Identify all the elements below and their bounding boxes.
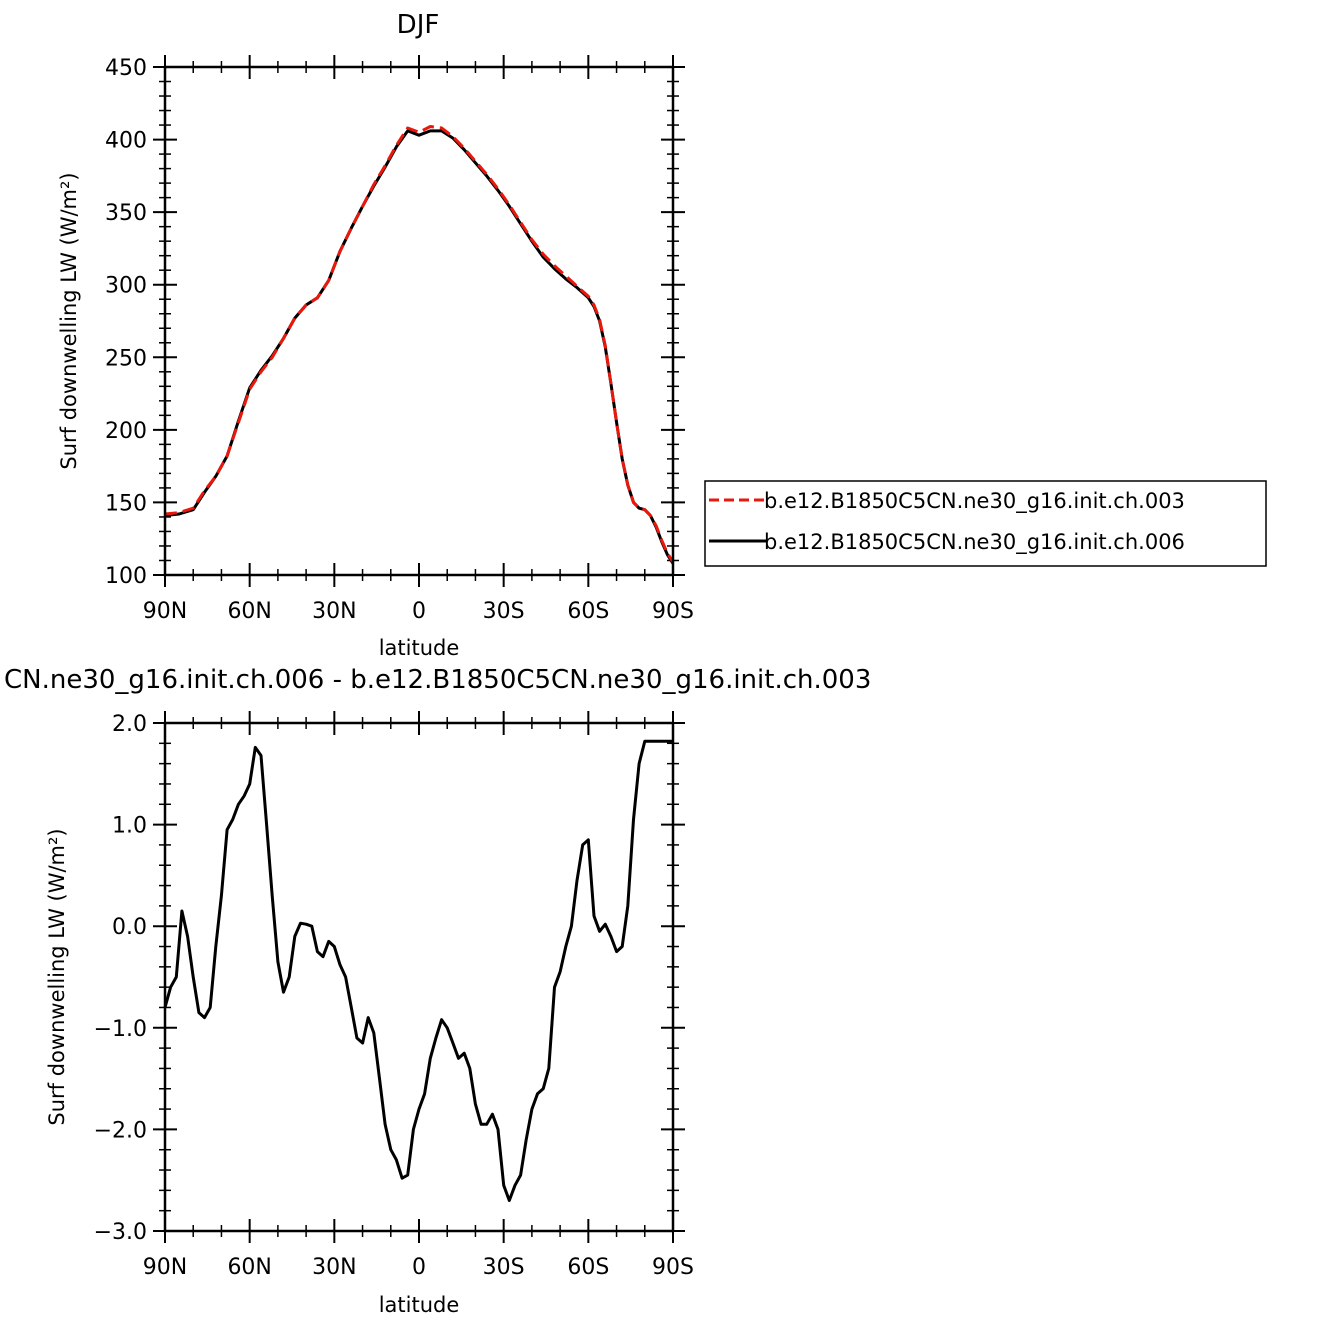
bottom-panel: CN.ne30_g16.init.ch.006 - b.e12.B1850C5C…: [4, 665, 871, 1317]
legend: b.e12.B1850C5CN.ne30_g16.init.ch.003 b.e…: [704, 480, 1267, 567]
legend-box: [704, 480, 1267, 567]
bottom-y-ticks: −3.0 −2.0 −1.0 0.0 1.0 2.0: [94, 712, 685, 1245]
top-series-line-2: [164, 129, 675, 565]
bottom-x-tick-label: 90N: [143, 1255, 187, 1280]
legend-label-003: b.e12.B1850C5CN.ne30_g16.init.ch.003: [764, 489, 1185, 514]
top-y-tick-label: 450: [105, 56, 147, 81]
legend-label-006: b.e12.B1850C5CN.ne30_g16.init.ch.006: [764, 530, 1185, 555]
bottom-x-tick-label: 60N: [227, 1255, 271, 1280]
top-y-tick-label: 200: [105, 419, 147, 444]
bottom-y-tick-label: 2.0: [112, 712, 147, 737]
top-series-line-1: [164, 125, 675, 563]
top-y-tick-label: 350: [105, 201, 147, 226]
top-x-tick-label: 60N: [227, 599, 271, 624]
top-series-lines: [164, 125, 675, 565]
bottom-x-tick-label: 60S: [567, 1255, 609, 1280]
bottom-y-tick-label: −1.0: [94, 1017, 147, 1042]
top-y-tick-label: 250: [105, 346, 147, 371]
top-y-tick-label: 150: [105, 491, 147, 516]
top-y-tick-label: 100: [105, 564, 147, 589]
bottom-chart-title: CN.ne30_g16.init.ch.006 - b.e12.B1850C5C…: [4, 665, 871, 695]
bottom-y-tick-label: −3.0: [94, 1220, 147, 1245]
bottom-y-tick-label: 1.0: [112, 814, 147, 839]
top-y-tick-label: 300: [105, 274, 147, 299]
bottom-x-tick-label: 0: [412, 1255, 426, 1280]
bottom-y-tick-label: 0.0: [112, 915, 147, 940]
bottom-x-tick-label: 30N: [312, 1255, 356, 1280]
bottom-series-line-1: [163, 739, 673, 1202]
top-y-axis-label: Surf downwelling LW (W/m²): [57, 172, 81, 469]
bottom-y-axis-label: Surf downwelling LW (W/m²): [45, 828, 69, 1125]
top-x-tick-label: 30S: [483, 599, 525, 624]
top-x-tick-label: 30N: [312, 599, 356, 624]
top-plot-frame: [163, 65, 675, 577]
top-y-tick-label: 400: [105, 129, 147, 154]
bottom-x-tick-label: 90S: [652, 1255, 694, 1280]
top-x-tick-label: 90S: [652, 599, 694, 624]
bottom-x-tick-label: 30S: [483, 1255, 525, 1280]
top-x-axis-label: latitude: [379, 636, 460, 660]
bottom-x-axis-label: latitude: [379, 1293, 460, 1317]
top-x-tick-label: 60S: [567, 599, 609, 624]
top-x-tick-label: 90N: [143, 599, 187, 624]
bottom-y-tick-label: −2.0: [94, 1118, 147, 1143]
bottom-series-lines: [163, 739, 673, 1202]
top-x-ticks: 90N 60N 30N 0 30S 60S 90S: [143, 55, 694, 624]
top-panel: DJF 100 150 200 250 300 350 400 450 90N 60N 30N 0 3…: [57, 10, 694, 660]
top-x-tick-label: 0: [412, 599, 426, 624]
bottom-plot-frame: [163, 721, 675, 1233]
top-chart-title: DJF: [397, 10, 440, 40]
bottom-x-ticks: 90N 60N 30N 0 30S 60S 90S: [143, 711, 694, 1280]
